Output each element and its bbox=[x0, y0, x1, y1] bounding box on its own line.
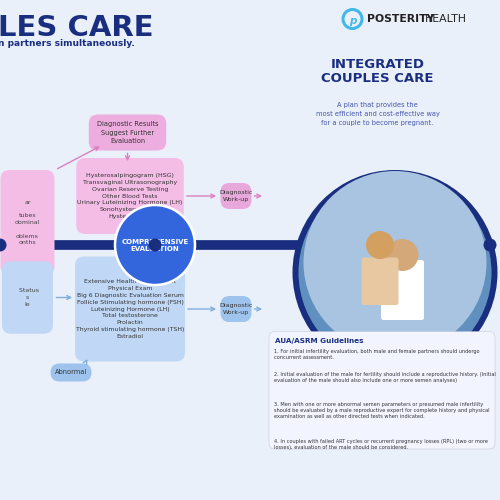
Text: INTEGRATED
COUPLES CARE: INTEGRATED COUPLES CARE bbox=[321, 58, 434, 86]
Text: A plan that provides the
most efficient and cost-effective way
for a couple to b: A plan that provides the most efficient … bbox=[316, 102, 440, 126]
Circle shape bbox=[484, 238, 496, 252]
Text: 4. In couples with failed ART cycles or recurrent pregnancy losses (RPL) (two or: 4. In couples with failed ART cycles or … bbox=[274, 439, 488, 450]
Text: Hysterosalpingogram (HSG)
Transvaginal Ultrasonography
Ovarian Reserve Testing
O: Hysterosalpingogram (HSG) Transvaginal U… bbox=[78, 173, 182, 219]
Circle shape bbox=[292, 170, 498, 375]
FancyBboxPatch shape bbox=[76, 158, 184, 234]
Text: Diagnostic
Work-up: Diagnostic Work-up bbox=[220, 303, 252, 315]
Circle shape bbox=[366, 231, 394, 259]
FancyBboxPatch shape bbox=[2, 261, 53, 334]
Text: Diagnostic
Work-up: Diagnostic Work-up bbox=[220, 190, 252, 202]
Circle shape bbox=[148, 238, 162, 252]
Text: COMPREHENSIVE
EVALUATION: COMPREHENSIVE EVALUATION bbox=[122, 238, 188, 252]
Text: POSTERITY: POSTERITY bbox=[366, 14, 434, 24]
Text: Abnormal: Abnormal bbox=[55, 370, 87, 376]
FancyBboxPatch shape bbox=[75, 256, 185, 362]
FancyBboxPatch shape bbox=[220, 296, 252, 322]
Circle shape bbox=[304, 171, 486, 354]
FancyBboxPatch shape bbox=[269, 332, 495, 449]
FancyBboxPatch shape bbox=[362, 258, 399, 305]
Text: 2. Initial evaluation of the male for fertility should include a reproductive hi: 2. Initial evaluation of the male for fe… bbox=[274, 372, 496, 383]
Text: Diagnostic Results
Suggest Further
Evaluation: Diagnostic Results Suggest Further Evalu… bbox=[96, 121, 158, 144]
Text: ar

tubes
dominal

oblems
onths: ar tubes dominal oblems onths bbox=[15, 200, 40, 246]
Text: Extensive Health Assessment
Physical Exam
Big 6 Diagnostic Evaluation Serum
Foll: Extensive Health Assessment Physical Exa… bbox=[76, 280, 184, 338]
Circle shape bbox=[0, 238, 6, 252]
FancyBboxPatch shape bbox=[0, 170, 54, 275]
Text: p: p bbox=[349, 16, 356, 26]
FancyBboxPatch shape bbox=[381, 260, 424, 320]
Circle shape bbox=[298, 176, 492, 369]
FancyBboxPatch shape bbox=[220, 183, 252, 209]
Text: 1. For initial infertility evaluation, both male and female partners should unde: 1. For initial infertility evaluation, b… bbox=[274, 349, 480, 360]
Text: n partners simultaneously.: n partners simultaneously. bbox=[0, 39, 134, 48]
Text: HEALTH: HEALTH bbox=[424, 14, 467, 24]
Circle shape bbox=[115, 205, 195, 285]
Text: 3. Men with one or more abnormal semen parameters or presumed male infertility s: 3. Men with one or more abnormal semen p… bbox=[274, 402, 490, 419]
FancyBboxPatch shape bbox=[89, 114, 166, 150]
FancyBboxPatch shape bbox=[50, 364, 92, 382]
Text: Status
s
le: Status s le bbox=[16, 288, 38, 307]
Circle shape bbox=[386, 239, 418, 271]
Text: LES CARE: LES CARE bbox=[0, 14, 153, 42]
Text: AUA/ASRM Guidelines: AUA/ASRM Guidelines bbox=[275, 338, 364, 344]
